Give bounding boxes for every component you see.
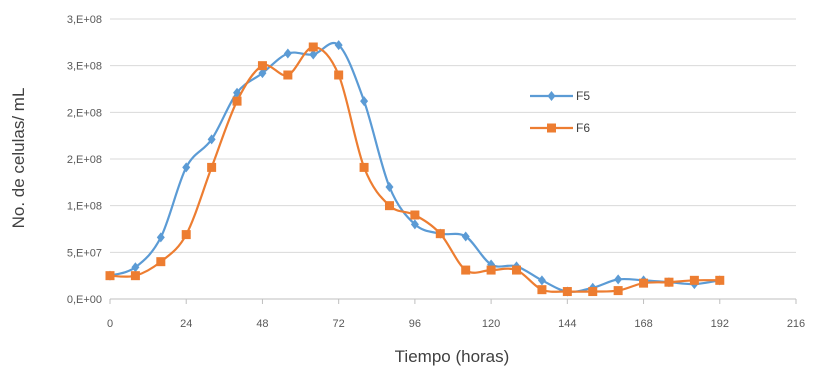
- y-tick-label: 5,E+07: [67, 247, 102, 259]
- x-tick-label: 96: [409, 318, 421, 330]
- data-point-f5: [614, 274, 623, 285]
- x-tick-label: 168: [634, 318, 652, 330]
- y-tick-label: 0,E+00: [67, 294, 102, 306]
- y-tick-label: 3,E+08: [67, 61, 102, 73]
- series-line-f5: [109, 42, 720, 293]
- data-point-f6: [334, 70, 344, 80]
- axes: 0,E+00 5,E+07 1,E+08 2,E+08 2,E+08 3,E+08 3,E+…: [67, 14, 805, 330]
- data-point-f5: [461, 231, 470, 242]
- data-point-f6: [537, 285, 547, 295]
- data-point-f6: [207, 162, 217, 172]
- y-tick-label: 1,E+08: [67, 201, 102, 213]
- y-tick-label: 2,E+08: [67, 154, 102, 166]
- data-point-f6: [130, 271, 140, 281]
- gridlines: [110, 18, 796, 300]
- data-point-f6: [639, 278, 649, 288]
- x-tick-label: 144: [558, 318, 576, 330]
- data-point-f5: [258, 68, 267, 79]
- legend-label-f5: F5: [576, 89, 590, 103]
- x-tick-label: 24: [180, 318, 192, 330]
- data-point-f6: [461, 265, 471, 275]
- data-point-f6: [689, 275, 699, 285]
- x-tick-label: 216: [787, 318, 805, 330]
- data-point-f5: [309, 49, 318, 60]
- data-point-f6: [588, 287, 598, 297]
- data-point-f5: [182, 162, 191, 173]
- data-point-f6: [308, 42, 318, 52]
- series-f6: [105, 42, 725, 297]
- data-point-f6: [156, 257, 166, 267]
- x-tick-label: 72: [333, 318, 345, 330]
- data-point-f5: [410, 219, 419, 230]
- x-tick-label: 120: [482, 318, 500, 330]
- data-point-f6: [257, 61, 267, 71]
- data-point-f5: [360, 96, 369, 107]
- x-axis-title: Tiempo (horas): [395, 347, 510, 366]
- data-point-f6: [384, 201, 394, 211]
- data-point-f6: [359, 162, 369, 172]
- legend-marker-f5: [547, 91, 556, 101]
- x-tick-label: 0: [107, 318, 113, 330]
- series-line-f6: [109, 45, 720, 293]
- data-point-f6: [181, 230, 191, 240]
- y-axis-title: No. de celulas/ mL: [9, 88, 28, 229]
- data-point-f6: [512, 265, 522, 275]
- data-point-f5: [207, 134, 216, 145]
- data-point-f5: [334, 40, 343, 51]
- legend-marker-f6: [547, 123, 556, 133]
- data-point-f6: [435, 229, 445, 239]
- data-point-f6: [105, 271, 115, 281]
- data-point-f6: [232, 96, 242, 106]
- y-tick-label: 2,E+08: [67, 107, 102, 119]
- series-f5: [106, 40, 724, 297]
- x-tick-label: 192: [711, 318, 729, 330]
- data-point-f5: [385, 182, 394, 192]
- legend-label-f6: F6: [576, 121, 590, 135]
- data-point-f6: [283, 70, 293, 80]
- data-point-f5: [537, 275, 546, 286]
- y-tick-label: 3,E+08: [67, 14, 102, 26]
- data-point-f6: [613, 286, 623, 296]
- data-point-f6: [562, 287, 572, 297]
- data-point-f5: [156, 232, 165, 243]
- legend: F5 F6: [530, 89, 590, 135]
- x-tick-label: 48: [256, 318, 268, 330]
- data-point-f6: [410, 210, 420, 220]
- data-point-f5: [283, 48, 292, 59]
- data-point-f6: [715, 275, 725, 285]
- series-group: [105, 40, 725, 297]
- data-point-f5: [131, 262, 140, 273]
- data-point-f6: [664, 277, 674, 287]
- data-point-f6: [486, 265, 496, 275]
